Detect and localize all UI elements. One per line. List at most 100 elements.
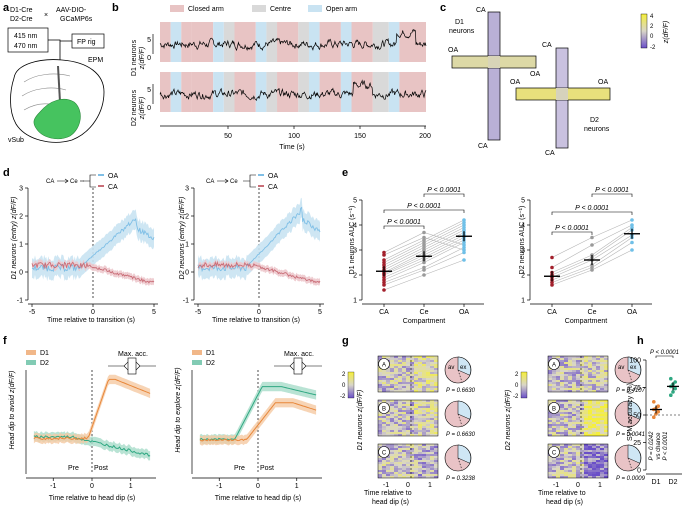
e-left-point-OA-0 bbox=[462, 258, 466, 262]
g-left-cell bbox=[394, 380, 398, 382]
g-right-cell bbox=[588, 412, 592, 414]
g-left-cell bbox=[390, 468, 394, 470]
g-left-cell bbox=[414, 410, 418, 412]
g-right-cell bbox=[552, 474, 556, 476]
g-right-cell bbox=[588, 374, 592, 376]
g-right-cell bbox=[568, 434, 572, 436]
g-left-cell bbox=[386, 416, 390, 418]
g-left-cell bbox=[414, 422, 418, 424]
d-right-ytick-0: 3 bbox=[185, 186, 189, 193]
g-left-cell bbox=[398, 450, 402, 452]
g-left-cell bbox=[406, 424, 410, 426]
d-right-legend-ca: CA bbox=[268, 184, 278, 191]
g-left-cell bbox=[430, 418, 434, 420]
g-left-cell bbox=[382, 422, 386, 424]
g-right-cell bbox=[560, 434, 564, 436]
g-left-cell bbox=[414, 424, 418, 426]
g-right-cell bbox=[580, 466, 584, 468]
g-right-cell bbox=[600, 468, 604, 470]
g-left-cell bbox=[430, 448, 434, 450]
g-right-cell bbox=[556, 388, 560, 390]
g-left-cell bbox=[418, 376, 422, 378]
g-right-cell bbox=[588, 462, 592, 464]
g-left-cell bbox=[418, 476, 422, 478]
trace-1-zone-4 bbox=[213, 22, 224, 62]
g-left-cell bbox=[398, 428, 402, 430]
c-d1-label: D1 bbox=[455, 19, 464, 26]
g-right-cell bbox=[592, 404, 596, 406]
g-left-cell bbox=[378, 446, 382, 448]
g-right-cell bbox=[592, 470, 596, 472]
g-right-cell bbox=[548, 384, 552, 386]
g-right-cell bbox=[588, 450, 592, 452]
g-right-cell bbox=[548, 468, 552, 470]
g-left-cell bbox=[414, 364, 418, 366]
g-left-cell bbox=[426, 370, 430, 372]
d-left-xlabel: Time relative to transition (s) bbox=[47, 317, 135, 324]
g-left-cell bbox=[422, 430, 426, 432]
g-right-cell bbox=[604, 404, 608, 406]
g-left-cell bbox=[434, 470, 438, 472]
d-right-xtick-2: 5 bbox=[318, 309, 322, 316]
g-left-cell bbox=[414, 418, 418, 420]
g-right-cell bbox=[572, 360, 576, 362]
g-right-cell bbox=[564, 470, 568, 472]
g-right-cell bbox=[564, 428, 568, 430]
g-left-cell bbox=[390, 382, 394, 384]
g-left-pval-1: P = 0.6630 bbox=[446, 432, 476, 438]
g-left-cell bbox=[386, 468, 390, 470]
g-right-cell bbox=[604, 358, 608, 360]
g-left-cell bbox=[418, 444, 422, 446]
e-left-xtick-1: Ce bbox=[420, 309, 429, 316]
g-left-cell bbox=[406, 420, 410, 422]
legend-label-0: Closed arm bbox=[188, 6, 224, 13]
d-left-oa-line bbox=[31, 218, 155, 273]
panel-letter-c: c bbox=[440, 2, 446, 14]
g-left-cell bbox=[418, 472, 422, 474]
g-left-cell bbox=[434, 468, 438, 470]
g-left-pie-slice-1 bbox=[457, 400, 472, 420]
g-right-cell bbox=[588, 382, 592, 384]
g-right-cell bbox=[576, 450, 580, 452]
g-left-cell bbox=[414, 454, 418, 456]
g-left-pie-chance-0 bbox=[457, 369, 463, 382]
g-left-cell bbox=[410, 386, 414, 388]
g-left-cell bbox=[430, 426, 434, 428]
g-left-cell bbox=[386, 382, 390, 384]
g-left-cell bbox=[390, 380, 394, 382]
g-left-cell bbox=[406, 388, 410, 390]
g-right-cell bbox=[584, 366, 588, 368]
g-right-cell bbox=[548, 418, 552, 420]
g-left-cell bbox=[406, 372, 410, 374]
g-right-cell bbox=[556, 468, 560, 470]
g-left-cell bbox=[394, 424, 398, 426]
g-right-cell bbox=[600, 448, 604, 450]
g-right-cell bbox=[584, 378, 588, 380]
e-left-pval-2: P < 0.0001 bbox=[427, 187, 461, 194]
g-left-cell bbox=[410, 404, 414, 406]
g-left-cell bbox=[386, 424, 390, 426]
g-left-cell bbox=[422, 414, 426, 416]
f-right-xtick-0: -1 bbox=[216, 483, 222, 490]
g-left-cell bbox=[382, 414, 386, 416]
g-right-cell bbox=[588, 448, 592, 450]
g-left-cell bbox=[382, 420, 386, 422]
g-left-cell bbox=[418, 412, 422, 414]
g-left-cell bbox=[402, 418, 406, 420]
g-left-cell bbox=[402, 358, 406, 360]
b-xtick-50: 50 bbox=[224, 133, 232, 140]
g-right-cell bbox=[600, 454, 604, 456]
g-right-cell bbox=[568, 370, 572, 372]
e-right-ytick-1: 4 bbox=[521, 223, 525, 230]
g-right-cell bbox=[596, 472, 600, 474]
panel-letter-h: h bbox=[637, 335, 644, 347]
g-right-cell bbox=[564, 376, 568, 378]
g-right-cell bbox=[564, 448, 568, 450]
g-left-ylabel: D1 neurons z(dF/F) bbox=[357, 390, 364, 451]
g-left-cell bbox=[418, 364, 422, 366]
d-left-ce: Ce bbox=[70, 179, 78, 185]
g-right-cell bbox=[600, 460, 604, 462]
g-right-cell bbox=[600, 476, 604, 478]
g-left-cell bbox=[402, 408, 406, 410]
g-left-cell bbox=[386, 466, 390, 468]
